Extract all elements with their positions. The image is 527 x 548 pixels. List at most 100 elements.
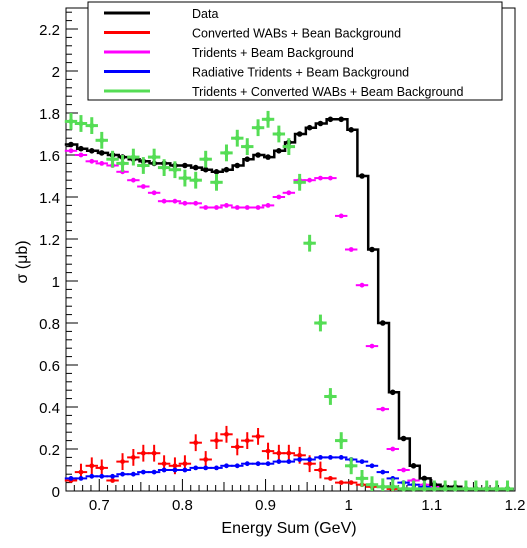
data-point — [359, 459, 365, 464]
data-step-line — [64, 118, 514, 491]
data-point — [338, 213, 344, 219]
data-point — [338, 455, 344, 460]
data-point — [318, 175, 323, 181]
data-point — [193, 465, 199, 471]
axes: 0.7 0.8 0.9 1 1.1 1.2 0 0.2 0.4 0.6 0.8 1 1.2 1.4 1.6 1… — [39, 11, 526, 514]
data-point — [130, 471, 136, 477]
data-point — [348, 247, 354, 252]
series-0 — [64, 116, 514, 492]
x-tick-label: 1.1 — [421, 497, 442, 514]
data-point — [380, 484, 386, 490]
y-tick-label: 0.6 — [39, 358, 60, 375]
data-point — [151, 450, 157, 456]
data-point — [318, 467, 323, 473]
data-point — [68, 476, 74, 481]
data-point — [317, 320, 324, 326]
data-point — [203, 457, 209, 462]
data-point — [286, 144, 292, 150]
data-point — [484, 486, 490, 492]
data-point — [99, 161, 105, 166]
data-point — [421, 486, 427, 492]
data-point — [68, 141, 74, 148]
data-point — [359, 282, 365, 288]
data-point — [265, 448, 271, 454]
data-point — [318, 455, 323, 460]
data-point — [307, 177, 313, 183]
y-tick-label: 1.4 — [39, 190, 60, 207]
y-tick-label: 0.2 — [39, 442, 60, 459]
data-point — [192, 164, 199, 171]
data-point — [193, 440, 199, 446]
data-point — [338, 438, 344, 444]
data-point — [203, 465, 209, 471]
data-point — [224, 431, 229, 437]
x-tick-label: 0.7 — [89, 497, 110, 514]
data-point — [328, 476, 333, 481]
data-point — [120, 471, 125, 477]
data-point — [410, 463, 417, 469]
data-point — [504, 486, 511, 492]
data-point — [338, 116, 345, 123]
data-point — [140, 162, 146, 169]
data-point — [88, 148, 95, 154]
data-point — [400, 486, 407, 492]
data-point — [78, 469, 84, 475]
data-point — [276, 131, 282, 137]
data-point — [172, 167, 178, 173]
data-point — [369, 246, 375, 253]
data-point — [255, 152, 261, 158]
data-point — [223, 150, 230, 156]
data-point — [369, 482, 375, 488]
data-point — [130, 154, 136, 160]
x-tick-label: 1.2 — [505, 497, 526, 514]
data-point — [359, 173, 365, 179]
x-tick-label: 0.9 — [255, 497, 276, 514]
data-point — [380, 406, 386, 412]
data-point — [421, 475, 428, 482]
y-tick-label: 1.2 — [39, 232, 60, 249]
data-point — [119, 160, 126, 166]
y-tick-label: 1 — [52, 274, 60, 291]
data-point — [452, 486, 458, 492]
data-point — [389, 389, 396, 396]
data-point — [78, 476, 84, 481]
data-point — [244, 461, 250, 467]
y-axis-label: σ (μb) — [14, 240, 31, 283]
data-point — [286, 459, 292, 464]
data-point — [431, 486, 437, 492]
data-point — [110, 478, 115, 483]
data-point — [89, 473, 95, 479]
data-point — [297, 179, 303, 185]
legend-entry-label: Tridents + Beam Background — [192, 46, 354, 60]
data-point — [203, 205, 209, 210]
data-point — [244, 205, 250, 210]
data-point — [265, 461, 271, 467]
data-point — [286, 190, 292, 196]
data-point — [161, 165, 167, 171]
legend-entry-label: Data — [192, 7, 218, 21]
data-point — [390, 484, 396, 490]
data-point — [307, 461, 313, 467]
data-point — [297, 457, 303, 462]
y-tick-label: 2 — [52, 64, 60, 81]
x-tick-label: 0.8 — [172, 497, 193, 514]
data-point — [244, 438, 250, 443]
data-point — [390, 446, 396, 452]
data-point — [255, 434, 261, 439]
data-point — [214, 465, 219, 471]
y-tick-label: 1.6 — [39, 148, 60, 165]
data-point — [110, 473, 115, 479]
data-point — [120, 459, 125, 464]
data-point — [234, 205, 240, 210]
data-point — [234, 135, 240, 141]
data-point — [193, 200, 199, 206]
data-point — [182, 162, 188, 169]
data-point — [140, 469, 146, 475]
data-point — [68, 148, 74, 154]
data-point — [327, 116, 334, 123]
data-point — [348, 463, 354, 469]
data-point — [151, 154, 157, 160]
data-point — [214, 205, 219, 210]
data-point — [276, 148, 282, 154]
data-point — [338, 480, 344, 485]
